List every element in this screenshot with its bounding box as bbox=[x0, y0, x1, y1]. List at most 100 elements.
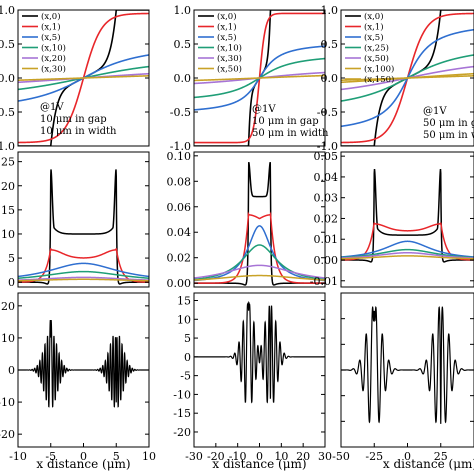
x-tick-label: -25 bbox=[365, 450, 383, 463]
y-tick-label: 0.02 bbox=[167, 252, 192, 265]
y-tick-label: 0.04 bbox=[167, 226, 192, 239]
y-tick-label: 0.02 bbox=[314, 212, 339, 225]
y-tick-label: -0.5 bbox=[317, 106, 338, 119]
legend-label-5: (x,30) bbox=[41, 64, 66, 75]
y-tick-label: 0.05 bbox=[314, 150, 339, 163]
series-line-2 bbox=[341, 240, 474, 258]
chart-c1r3: -20 -10 0 10 20 -10 -5 0 5 10 bbox=[0, 292, 156, 463]
legend-label-4: (x,50) bbox=[364, 53, 389, 64]
y-tick-label: 0.03 bbox=[314, 192, 339, 205]
y-tick-label: 0.06 bbox=[167, 201, 192, 214]
y-tick-label: -10 bbox=[173, 388, 191, 401]
series-line-5 bbox=[341, 255, 474, 260]
plot-area bbox=[194, 10, 325, 146]
series-line-1 bbox=[194, 211, 325, 284]
chart-c2r3: -20 -15 -10 -5 0 5 10 15 -30 -20 -10 0 10 20 30 bbox=[173, 292, 332, 463]
y-tick-label: 0.01 bbox=[314, 233, 339, 246]
y-tick-label: 0.04 bbox=[314, 171, 339, 184]
y-tick-label: 0.0 bbox=[0, 72, 15, 85]
legend-label-5: (x,100) bbox=[364, 64, 394, 75]
axes-frame bbox=[193, 292, 326, 448]
annotation-line-1: 10 μm in gap bbox=[252, 116, 319, 127]
x-axis-title-2: x distance (μm) bbox=[383, 457, 474, 471]
y-tick-label: 0.5 bbox=[321, 38, 339, 51]
chart-c3r3: -50 -25 0 25 bbox=[332, 292, 474, 463]
series-line-0 bbox=[18, 169, 149, 285]
y-tick-label: 15 bbox=[1, 204, 15, 217]
y-tick-label: 5 bbox=[184, 332, 191, 345]
series-line-2 bbox=[194, 225, 325, 282]
y-tick-label: 5 bbox=[8, 252, 15, 265]
y-tick-label: 0.00 bbox=[167, 277, 192, 290]
axes-frame bbox=[340, 151, 474, 288]
series-line-6 bbox=[341, 74, 474, 82]
series-line-0 bbox=[194, 300, 325, 404]
x-tick-label: 20 bbox=[296, 450, 310, 463]
plot-area bbox=[341, 168, 474, 263]
y-tick-label: 10 bbox=[1, 332, 15, 345]
annotation-line-0: @1V bbox=[423, 106, 447, 117]
legend-label-3: (x,25) bbox=[364, 43, 389, 54]
series-line-0 bbox=[18, 319, 149, 408]
x-tick-label: 0 bbox=[256, 450, 263, 463]
x-tick-label: 5 bbox=[113, 450, 120, 463]
y-tick-label: -15 bbox=[173, 407, 191, 420]
y-tick-label: 0.5 bbox=[174, 38, 192, 51]
legend-label-2: (x,5) bbox=[217, 32, 237, 43]
y-tick-label: 25 bbox=[1, 156, 15, 169]
legend-label-0: (x,0) bbox=[217, 11, 237, 22]
y-tick-label: 0 bbox=[8, 364, 15, 377]
plot-area bbox=[194, 162, 325, 286]
series-line-5 bbox=[194, 274, 325, 281]
annotation-line-2: 10 μm in width bbox=[40, 126, 117, 137]
x-axis-title-0: x distance (μm) bbox=[36, 457, 130, 471]
y-tick-label: 1.0 bbox=[321, 4, 339, 17]
legend-label-6: (x,150) bbox=[364, 74, 394, 85]
y-tick-label: -20 bbox=[0, 428, 15, 441]
series-line-4 bbox=[18, 276, 149, 281]
y-tick-label: -20 bbox=[173, 426, 191, 439]
series-line-0 bbox=[341, 306, 474, 424]
chart-c1r1: -1.0-0.50.00.51.0(x,0)(x,1)(x,5)(x,10)(x… bbox=[0, 4, 150, 153]
x-tick-label: 10 bbox=[274, 450, 288, 463]
series-line-1 bbox=[18, 248, 149, 283]
series-line-5 bbox=[18, 278, 149, 282]
y-tick-label: -1.0 bbox=[0, 140, 15, 153]
y-tick-label: 15 bbox=[177, 295, 191, 308]
legend-label-2: (x,5) bbox=[364, 32, 384, 43]
y-tick-label: 0.00 bbox=[314, 254, 339, 267]
y-tick-label: 0.08 bbox=[167, 175, 192, 188]
series-line-2 bbox=[18, 262, 149, 278]
x-axis-title-1: x distance (μm) bbox=[212, 457, 306, 471]
y-tick-label: -0.5 bbox=[170, 106, 191, 119]
y-tick-label: 10 bbox=[177, 313, 191, 326]
annotation-line-1: 10 μm in gap bbox=[40, 114, 107, 125]
x-tick-label: -30 bbox=[185, 450, 203, 463]
legend-label-3: (x,10) bbox=[41, 43, 66, 54]
series-line-5 bbox=[18, 74, 149, 82]
legend-label-5: (x,50) bbox=[217, 64, 242, 75]
series-line-0 bbox=[341, 168, 474, 263]
series-line-3 bbox=[194, 244, 325, 281]
series-line-3 bbox=[18, 270, 149, 279]
x-tick-label: -10 bbox=[9, 450, 27, 463]
y-tick-label: 0 bbox=[8, 276, 15, 289]
y-tick-label: -0.01 bbox=[310, 275, 338, 288]
annotation-line-0: @1V bbox=[252, 104, 276, 115]
legend-label-0: (x,0) bbox=[41, 11, 61, 22]
legend-label-1: (x,1) bbox=[364, 22, 384, 33]
y-tick-label: 20 bbox=[1, 180, 15, 193]
y-tick-label: 20 bbox=[1, 300, 15, 313]
x-tick-label: -20 bbox=[207, 450, 225, 463]
y-tick-label: -5 bbox=[180, 370, 191, 383]
chart-c1r2: 0 5 10 15 20 25 bbox=[1, 151, 150, 289]
legend-label-3: (x,10) bbox=[217, 43, 242, 54]
y-tick-label: 1.0 bbox=[0, 4, 15, 17]
legend-label-4: (x,30) bbox=[217, 53, 242, 64]
x-tick-label: -50 bbox=[332, 450, 350, 463]
y-tick-label: 0.0 bbox=[321, 72, 339, 85]
x-tick-label: -10 bbox=[229, 450, 247, 463]
y-tick-label: 0.0 bbox=[174, 72, 192, 85]
y-tick-label: 1.0 bbox=[174, 4, 192, 17]
